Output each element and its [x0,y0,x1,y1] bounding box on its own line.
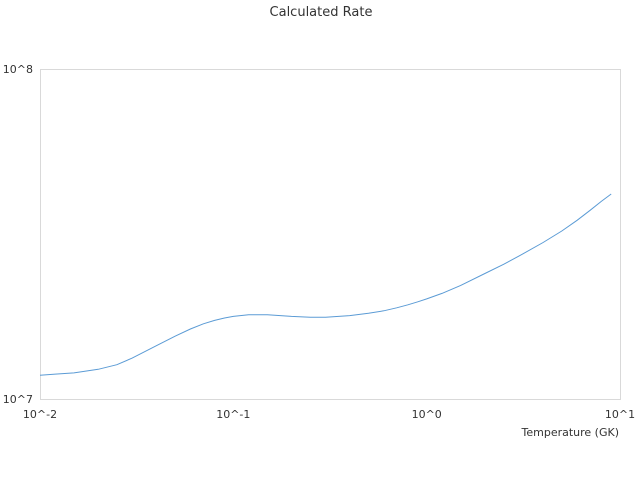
y-tick-label: 10^8 [3,63,33,76]
plot-frame [40,69,621,400]
x-tick-label: 10^0 [412,408,442,421]
series-line [39,193,612,376]
x-axis-ticks: 10^-2 10^-1 10^0 10^1 [23,408,635,421]
y-tick-label: 10^7 [3,393,33,406]
x-tick-label: 10^-2 [23,408,57,421]
x-axis-label: Temperature (GK) [521,426,620,439]
x-tick-label: 10^-1 [216,408,250,421]
chart-title: Calculated Rate [270,5,373,20]
x-tick-label: 10^1 [605,408,635,421]
y-axis-ticks: 10^7 10^8 [3,63,33,406]
